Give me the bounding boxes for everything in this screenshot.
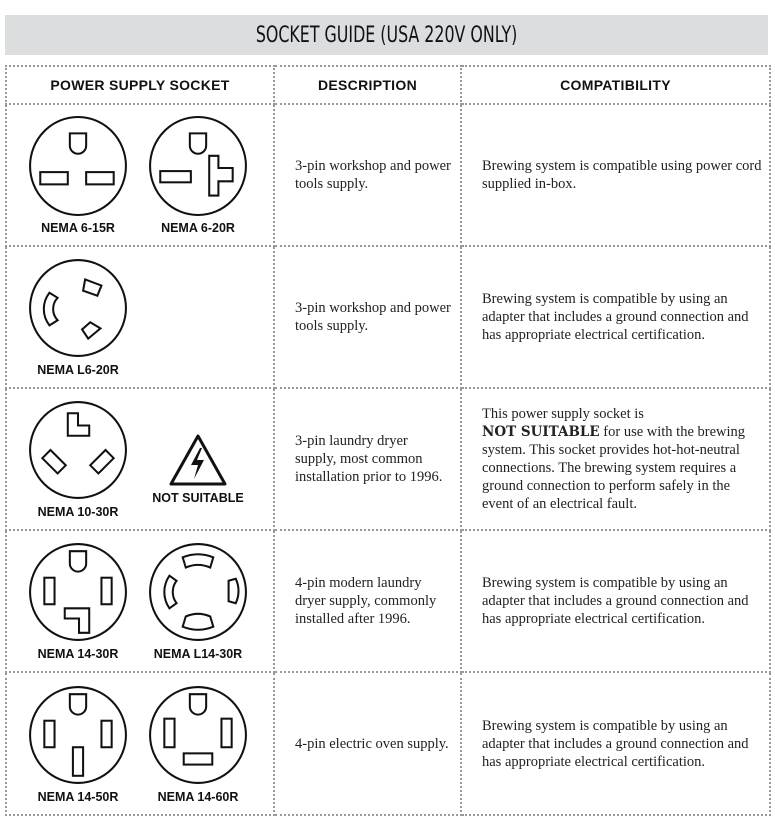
compatibility: Brewing system is compatible by using an… <box>460 245 771 389</box>
nema-l6-20r-icon <box>29 259 127 357</box>
socket-nema-14-60r: NEMA 14-60R <box>145 684 251 804</box>
socket-nema-6-15r: NEMA 6-15R <box>25 115 131 235</box>
nema-6-20r-icon <box>149 116 247 216</box>
compatibility: Brewing system is compatible by using an… <box>460 529 771 673</box>
socket-guide-table: POWER SUPPLY SOCKET DESCRIPTION COMPATIB… <box>5 65 771 816</box>
compatibility: Brewing system is compatible using power… <box>460 103 771 247</box>
compatibility: Brewing system is compatible by using an… <box>460 671 771 816</box>
description: 3-pin workshop and power tools supply. <box>273 245 462 389</box>
socket-nema-6-20r: NEMA 6-20R <box>145 115 251 235</box>
nema-l14-30r-icon <box>149 543 247 641</box>
table-row: NEMA 6-15R NEMA 6-20R 3-pin workshop and… <box>5 103 771 247</box>
nema-6-15r-icon <box>29 116 127 216</box>
page-title: SOCKET GUIDE (USA 220V ONLY) <box>5 15 768 55</box>
compatibility: This power supply socket is NOT SUITABLE … <box>460 387 771 531</box>
socket-nema-l14-30r: NEMA L14-30R <box>145 541 251 661</box>
not-suitable-warning: NOT SUITABLE <box>145 399 251 519</box>
nema-14-60r-icon <box>149 685 247 784</box>
socket-nema-10-30r: NEMA 10-30R <box>25 399 131 519</box>
high-voltage-warning-icon <box>169 434 227 486</box>
header-compatibility: COMPATIBILITY <box>460 65 771 105</box>
description: 3-pin laundry dryer supply, most common … <box>273 387 462 531</box>
socket-nema-14-30r: NEMA 14-30R <box>25 541 131 661</box>
socket-nema-l6-20r: NEMA L6-20R <box>25 257 131 377</box>
nema-14-50r-icon <box>29 685 127 784</box>
socket-nema-14-50r: NEMA 14-50R <box>25 684 131 804</box>
nema-14-30r-icon <box>29 543 127 641</box>
table-header: POWER SUPPLY SOCKET DESCRIPTION COMPATIB… <box>5 65 771 105</box>
table-row: NEMA L6-20R 3-pin workshop and power too… <box>5 245 771 389</box>
header-socket: POWER SUPPLY SOCKET <box>5 65 275 105</box>
table-row: NEMA 10-30R NOT SUITABLE 3-pin laundry d… <box>5 387 771 531</box>
description: 4-pin electric oven supply. <box>273 671 462 816</box>
table-row: NEMA 14-30R NEMA L14-30R 4-pin modern la… <box>5 529 771 673</box>
nema-10-30r-icon <box>29 401 127 499</box>
table-row: NEMA 14-50R NEMA 14-60R 4-pin electric o… <box>5 671 771 816</box>
description: 3-pin workshop and power tools supply. <box>273 103 462 247</box>
description: 4-pin modern laundry dryer supply, commo… <box>273 529 462 673</box>
header-description: DESCRIPTION <box>273 65 462 105</box>
